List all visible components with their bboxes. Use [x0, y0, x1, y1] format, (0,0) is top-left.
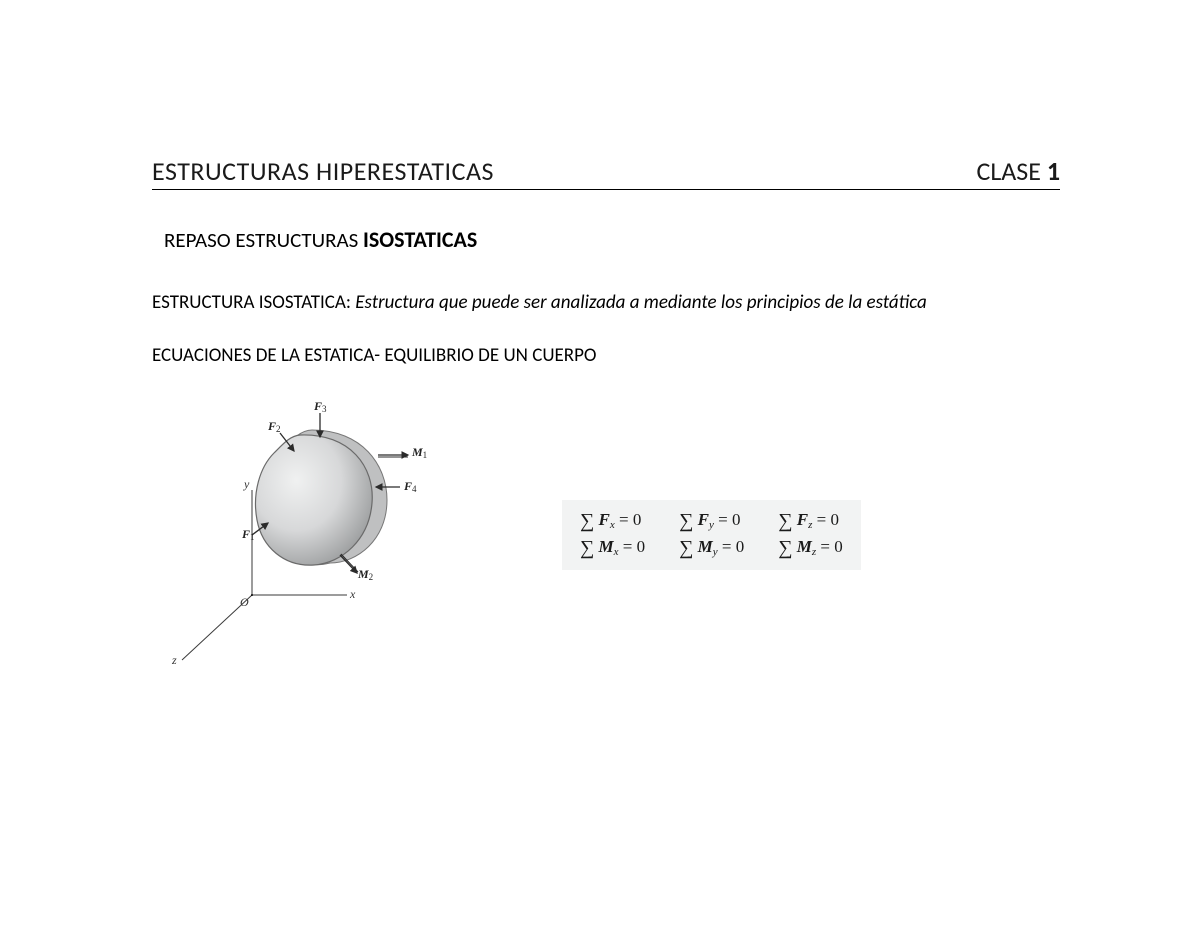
force-f3-label: F3 — [314, 399, 327, 414]
force-f2-label: F2 — [268, 419, 281, 434]
section-title: REPASO ESTRUCTURAS ISOSTATICAS — [164, 226, 1060, 253]
document-page: ESTRUCTURAS HIPERESTATICAS CLASE 1 REPAS… — [0, 0, 1200, 675]
eq-mz: ∑ Mz = 0 — [778, 537, 843, 560]
axis-origin-label: O — [240, 595, 249, 610]
axis-z-label: z — [172, 653, 177, 668]
section-title-prefix: REPASO ESTRUCTURAS — [164, 227, 363, 253]
header-right-num: 1 — [1047, 155, 1060, 187]
content-row: x y z O F1 F2 F3 F4 M1 M2 ∑ Fx = 0 ∑ Fy … — [162, 395, 1060, 675]
free-body-diagram: x y z O F1 F2 F3 F4 M1 M2 — [162, 395, 442, 675]
eq-my: ∑ My = 0 — [679, 537, 744, 560]
header-right-prefix: CLASE — [976, 155, 1046, 187]
axis-x-label: x — [350, 587, 355, 602]
section-title-bold: ISOSTATICAS — [363, 226, 477, 253]
moment-m2-label: M2 — [358, 567, 373, 582]
eq-fx: ∑ Fx = 0 — [580, 510, 645, 533]
diagram-svg — [162, 395, 442, 675]
header-left: ESTRUCTURAS HIPERESTATICAS — [152, 155, 494, 187]
subheading: ECUACIONES DE LA ESTATICA- EQUILIBRIO DE… — [152, 344, 1060, 367]
definition-label: ESTRUCTURA ISOSTATICA: — [152, 291, 355, 314]
force-f1-label: F1 — [242, 527, 255, 542]
header-right: CLASE 1 — [976, 155, 1060, 187]
force-f4-label: F4 — [404, 479, 417, 494]
axis-y-label: y — [244, 477, 249, 492]
definition-text: Estructura que puede ser analizada a med… — [355, 291, 927, 314]
eq-mx: ∑ Mx = 0 — [580, 537, 645, 560]
header-row: ESTRUCTURAS HIPERESTATICAS CLASE 1 — [152, 155, 1060, 190]
eq-fy: ∑ Fy = 0 — [679, 510, 744, 533]
eq-fz: ∑ Fz = 0 — [778, 510, 843, 533]
definition-line: ESTRUCTURA ISOSTATICA: Estructura que pu… — [152, 291, 1060, 314]
moment-m1-label: M1 — [412, 445, 427, 460]
equilibrium-equations: ∑ Fx = 0 ∑ Fy = 0 ∑ Fz = 0 ∑ Mx = 0 ∑ My… — [562, 500, 861, 570]
